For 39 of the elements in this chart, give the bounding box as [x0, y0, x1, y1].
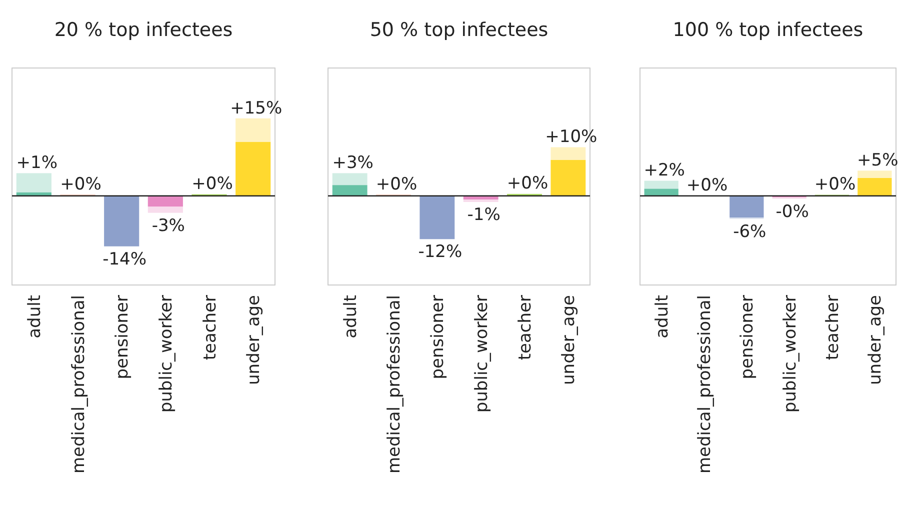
x-tick-label: pensioner: [112, 294, 133, 380]
data-label: -0%: [776, 202, 809, 222]
data-label: -12%: [418, 242, 462, 262]
x-tick-label: public_worker: [780, 295, 800, 413]
data-label: +5%: [857, 150, 898, 171]
data-label: -1%: [467, 205, 500, 226]
data-label: +3%: [332, 153, 374, 174]
data-label: +0%: [376, 174, 418, 194]
data-label: +2%: [644, 160, 685, 181]
data-label: +15%: [230, 98, 282, 118]
x-tick-label: medical_professional: [384, 295, 404, 474]
x-tick-label: pensioner: [738, 294, 758, 380]
chart-title: 50 % top infectees: [370, 19, 548, 41]
x-tick-label: adult: [340, 294, 361, 338]
data-label: +0%: [192, 174, 233, 194]
x-tick-label: teacher: [823, 295, 843, 360]
x-tick-label: teacher: [200, 295, 220, 360]
chart-title: 100 % top infectees: [672, 19, 864, 41]
data-label: -3%: [152, 216, 185, 236]
data-label: +0%: [506, 174, 548, 194]
x-tick-label: under_age: [559, 295, 580, 385]
x-tick-label: teacher: [516, 295, 536, 360]
data-label: +1%: [16, 153, 58, 174]
x-tick-label: medical_professional: [695, 295, 715, 474]
x-tick-label: medical_professional: [68, 295, 89, 474]
x-tick-label: pensioner: [428, 294, 448, 380]
data-label: +0%: [686, 176, 728, 196]
chart-title: 20 % top infectees: [54, 19, 233, 41]
data-label: +0%: [814, 174, 856, 194]
x-tick-label: public_worker: [156, 295, 176, 413]
x-tick-label: adult: [24, 294, 45, 338]
data-label: -14%: [102, 249, 147, 270]
data-label: +0%: [60, 174, 102, 194]
data-label: -6%: [733, 222, 766, 242]
x-tick-label: under_age: [866, 295, 886, 385]
x-tick-label: public_worker: [472, 295, 492, 413]
x-tick-label: adult: [652, 294, 672, 338]
x-tick-label: under_age: [244, 295, 264, 385]
data-label: +10%: [545, 127, 598, 148]
